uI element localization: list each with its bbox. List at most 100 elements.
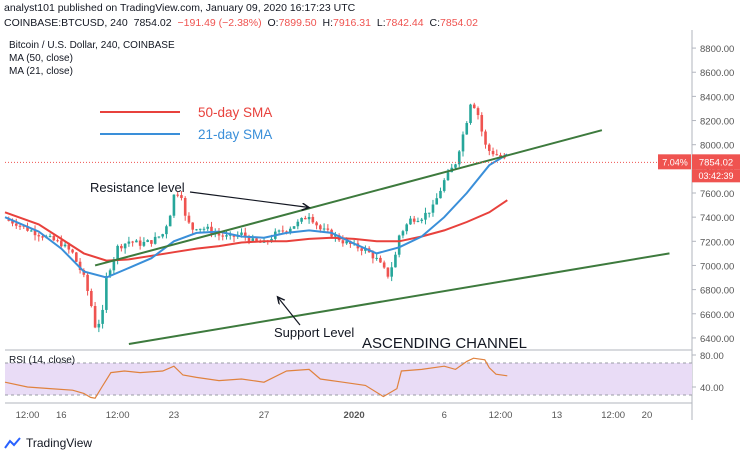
close-value: 7854.02 <box>440 17 478 29</box>
time-tick-label: 20 <box>642 410 653 421</box>
candle-body <box>360 248 363 251</box>
candle-body <box>322 228 326 230</box>
candle-body <box>67 244 71 250</box>
rsi-tick-label: 40.00 <box>700 383 724 394</box>
candle-body <box>442 180 446 191</box>
candle-body <box>454 164 457 168</box>
rsi-band <box>5 363 692 395</box>
candle-body <box>217 233 221 236</box>
chart-header: analyst101 published on TradingView.com,… <box>0 0 740 30</box>
candle-body <box>435 198 439 205</box>
candle-body <box>172 194 176 216</box>
candle-body <box>168 215 172 227</box>
candle-body <box>412 218 416 222</box>
pane-title: Bitcoin / U.S. Dollar, 240, COINBASE <box>9 40 175 51</box>
candle-body <box>307 216 311 220</box>
resistance-arrow <box>189 191 309 207</box>
time-tick-label: 16 <box>56 410 67 421</box>
candle-body <box>484 131 487 145</box>
countdown-badge <box>692 169 740 183</box>
price-chart[interactable]: 6400.00 6600.00 6800.00 7000.00 7200.00 7400.… <box>0 30 740 434</box>
time-tick-label: 23 <box>169 410 180 421</box>
time-tick-label: 12:00 <box>489 410 513 421</box>
candle-body <box>157 236 161 238</box>
candle-body <box>457 151 461 165</box>
candle-body <box>424 212 427 220</box>
candle-body <box>11 220 14 224</box>
candle-body <box>247 236 251 242</box>
candle-body <box>75 252 78 262</box>
sma50-line <box>4 199 508 262</box>
time-tick-label: 12:00 <box>16 410 40 421</box>
candle-body <box>56 240 59 242</box>
price-tick-label: 7000.00 <box>700 261 734 272</box>
price-tick-label: 6600.00 <box>700 310 734 321</box>
candle-body <box>52 235 56 241</box>
candle-body <box>142 241 146 246</box>
candle-body <box>472 104 476 109</box>
candle-body <box>375 257 378 259</box>
candle-body <box>446 172 450 181</box>
candle-body <box>469 104 472 124</box>
high-label: H: <box>322 17 333 29</box>
candle-body <box>221 235 225 237</box>
ma21-indicator-label: MA (21, close) <box>9 66 73 77</box>
candle-body <box>251 238 255 242</box>
candle-body <box>127 241 131 244</box>
candle-body <box>243 232 247 237</box>
candle-body <box>195 229 198 231</box>
candle-body <box>210 226 213 234</box>
candle-body <box>390 267 393 277</box>
candle-body <box>108 270 112 277</box>
candle-body <box>405 224 408 232</box>
time-tick-label: 27 <box>259 410 270 421</box>
open-label: O: <box>267 17 279 29</box>
price-tick-label: 8400.00 <box>700 92 734 103</box>
candle-body <box>191 222 195 230</box>
candle-body <box>334 235 337 237</box>
candle-body <box>78 261 82 271</box>
candle-body <box>292 226 296 229</box>
price-tick-label: 7600.00 <box>700 189 734 200</box>
rsi-line <box>4 357 508 399</box>
candle-body <box>48 235 52 237</box>
candle-body <box>439 190 442 199</box>
footer-brand[interactable]: TradingView <box>26 436 93 450</box>
candle-body <box>465 123 469 135</box>
price-tick-label: 8600.00 <box>700 68 734 79</box>
candle-body <box>123 243 127 249</box>
time-tick-label: 13 <box>552 410 563 421</box>
candle-body <box>86 274 89 291</box>
candle-body <box>180 195 183 198</box>
candle-body <box>33 230 37 236</box>
tradingview-logo-icon <box>4 437 21 449</box>
candle-body <box>461 134 465 152</box>
time-tick-label: 12:00 <box>106 410 130 421</box>
candle-body <box>150 240 153 244</box>
candle-body <box>120 245 123 249</box>
price-tick-label: 6800.00 <box>700 286 734 297</box>
candle-body <box>431 204 435 213</box>
price-tick-label: 8200.00 <box>700 117 734 128</box>
support-annotation: Support Level <box>274 325 354 340</box>
candle-body <box>326 228 330 230</box>
footer: TradingView <box>4 436 92 450</box>
candle-body <box>176 194 179 196</box>
candle-body <box>289 228 292 232</box>
candle-body <box>397 235 401 255</box>
candle-body <box>240 232 243 235</box>
candle-body <box>60 240 63 247</box>
price-tick-label: 6400.00 <box>700 334 734 345</box>
support-arrow <box>278 297 301 326</box>
time-tick-label: 12:00 <box>601 410 625 421</box>
candle-body <box>281 230 285 232</box>
candle-body <box>18 225 22 227</box>
candle-body <box>37 235 41 237</box>
candle-body <box>146 240 149 242</box>
price-tick-label: 8800.00 <box>700 44 734 55</box>
candle-body <box>420 219 424 221</box>
candle-body <box>394 254 397 268</box>
candle-body <box>277 230 281 232</box>
candle-body <box>304 217 307 220</box>
candle-body <box>285 231 288 233</box>
